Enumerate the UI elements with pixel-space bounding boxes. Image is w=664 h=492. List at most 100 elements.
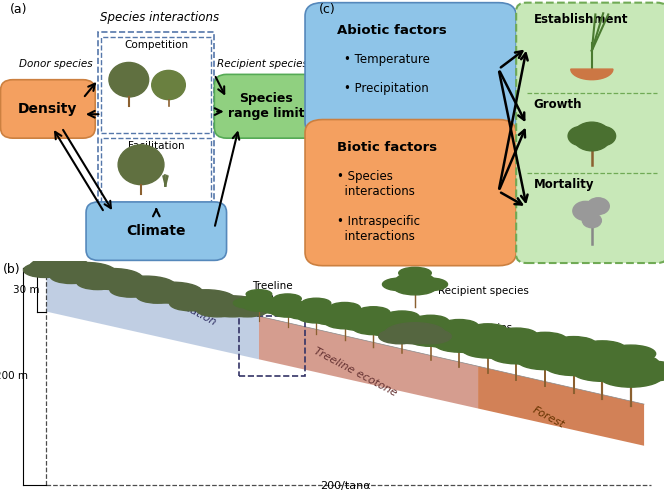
Circle shape bbox=[410, 278, 448, 291]
Circle shape bbox=[517, 350, 574, 369]
Circle shape bbox=[454, 332, 498, 347]
Bar bbox=[239, 316, 305, 376]
FancyBboxPatch shape bbox=[516, 2, 664, 263]
Circle shape bbox=[234, 298, 262, 308]
Circle shape bbox=[568, 126, 594, 146]
Circle shape bbox=[528, 351, 580, 370]
Text: • Temperature: • Temperature bbox=[344, 53, 430, 66]
Text: • Intraspecific
  interactions: • Intraspecific interactions bbox=[337, 215, 420, 243]
Circle shape bbox=[573, 201, 598, 220]
Circle shape bbox=[110, 282, 152, 297]
Circle shape bbox=[270, 305, 305, 317]
Polygon shape bbox=[571, 69, 613, 80]
Circle shape bbox=[50, 269, 92, 283]
Circle shape bbox=[357, 307, 390, 318]
Circle shape bbox=[550, 337, 596, 353]
Circle shape bbox=[448, 337, 493, 353]
FancyBboxPatch shape bbox=[214, 74, 318, 138]
Circle shape bbox=[520, 340, 570, 358]
FancyBboxPatch shape bbox=[86, 202, 226, 260]
Circle shape bbox=[255, 298, 285, 308]
Circle shape bbox=[355, 312, 392, 326]
Circle shape bbox=[426, 327, 467, 342]
Circle shape bbox=[352, 320, 394, 335]
Circle shape bbox=[492, 336, 540, 352]
Polygon shape bbox=[478, 366, 644, 446]
Text: 200 m: 200 m bbox=[0, 371, 29, 381]
Circle shape bbox=[572, 360, 633, 381]
Circle shape bbox=[511, 342, 558, 359]
Circle shape bbox=[169, 296, 212, 311]
Circle shape bbox=[482, 337, 529, 353]
Circle shape bbox=[599, 365, 663, 387]
Circle shape bbox=[410, 322, 452, 336]
Circle shape bbox=[109, 62, 149, 97]
Circle shape bbox=[325, 315, 365, 329]
Circle shape bbox=[83, 269, 143, 290]
Circle shape bbox=[76, 275, 119, 290]
Text: Competition: Competition bbox=[124, 40, 189, 50]
Circle shape bbox=[501, 346, 551, 364]
Circle shape bbox=[434, 335, 484, 352]
Circle shape bbox=[260, 303, 291, 314]
Circle shape bbox=[384, 311, 420, 323]
Circle shape bbox=[380, 325, 424, 340]
Circle shape bbox=[623, 361, 664, 381]
Circle shape bbox=[140, 282, 183, 297]
Circle shape bbox=[394, 327, 436, 342]
Text: Recipient species: Recipient species bbox=[438, 286, 529, 296]
Circle shape bbox=[590, 126, 616, 146]
Text: 30 m: 30 m bbox=[13, 285, 40, 295]
Circle shape bbox=[54, 263, 96, 277]
Text: Forest: Forest bbox=[531, 405, 566, 430]
Circle shape bbox=[369, 317, 406, 331]
Circle shape bbox=[394, 280, 436, 295]
Circle shape bbox=[474, 342, 523, 359]
Text: (a): (a) bbox=[10, 2, 27, 16]
Circle shape bbox=[202, 296, 262, 317]
Circle shape bbox=[116, 276, 177, 297]
Text: (c): (c) bbox=[319, 2, 336, 16]
Circle shape bbox=[582, 214, 602, 228]
Polygon shape bbox=[259, 316, 478, 408]
Circle shape bbox=[495, 328, 538, 343]
Circle shape bbox=[382, 317, 422, 331]
Text: Climate: Climate bbox=[127, 224, 186, 238]
Circle shape bbox=[272, 299, 303, 309]
Circle shape bbox=[312, 308, 345, 319]
Text: Mortality: Mortality bbox=[534, 178, 594, 191]
Circle shape bbox=[200, 296, 242, 311]
Circle shape bbox=[489, 345, 544, 364]
Circle shape bbox=[465, 331, 511, 347]
Circle shape bbox=[107, 275, 149, 290]
Circle shape bbox=[244, 294, 274, 304]
Circle shape bbox=[118, 145, 164, 184]
Text: 200/tanα: 200/tanα bbox=[320, 481, 371, 491]
Circle shape bbox=[544, 355, 603, 375]
Text: Density: Density bbox=[18, 102, 78, 116]
Text: Donor species: Donor species bbox=[19, 59, 92, 69]
Circle shape bbox=[196, 302, 238, 317]
Polygon shape bbox=[46, 268, 259, 359]
Circle shape bbox=[80, 269, 123, 283]
Circle shape bbox=[175, 290, 236, 311]
Bar bbox=[98, 32, 214, 207]
Circle shape bbox=[587, 198, 610, 215]
Circle shape bbox=[578, 341, 626, 358]
Text: • Precipitation: • Precipitation bbox=[344, 82, 428, 95]
Circle shape bbox=[378, 329, 421, 344]
Circle shape bbox=[409, 329, 452, 344]
FancyBboxPatch shape bbox=[305, 2, 516, 135]
FancyBboxPatch shape bbox=[305, 120, 516, 266]
Circle shape bbox=[136, 288, 179, 303]
Circle shape bbox=[398, 267, 432, 278]
Text: Treeline: Treeline bbox=[252, 280, 293, 311]
Text: Abiotic factors: Abiotic factors bbox=[337, 24, 446, 37]
Bar bbox=[102, 37, 211, 133]
Circle shape bbox=[382, 278, 420, 291]
Circle shape bbox=[385, 323, 445, 344]
Text: Facilitation: Facilitation bbox=[128, 141, 185, 151]
Circle shape bbox=[242, 300, 276, 311]
Circle shape bbox=[274, 294, 301, 304]
Circle shape bbox=[226, 302, 269, 317]
